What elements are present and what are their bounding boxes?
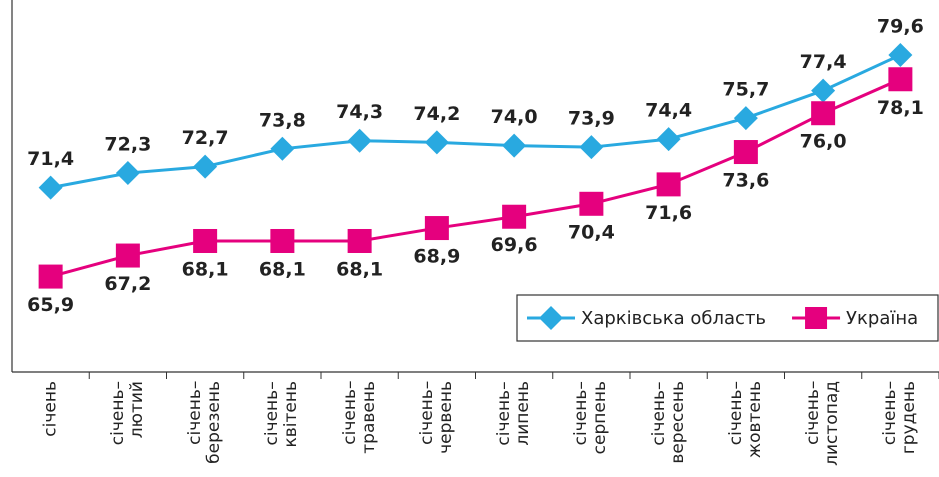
- data-label: 67,2: [104, 273, 151, 295]
- legend-marker: [539, 306, 563, 330]
- marker: [270, 228, 295, 253]
- data-label: 68,9: [413, 246, 460, 268]
- data-label: 73,8: [259, 109, 306, 131]
- x-tick-label: січень– квітень: [262, 381, 302, 448]
- data-label: 70,4: [568, 221, 615, 243]
- data-label: 68,1: [259, 258, 306, 280]
- marker: [502, 204, 527, 229]
- marker: [733, 106, 758, 131]
- x-tick-label: січень– листопад: [803, 381, 843, 466]
- data-label: 71,4: [27, 148, 74, 170]
- marker: [424, 216, 449, 241]
- marker: [656, 127, 681, 152]
- x-tick-label: січень– липень: [494, 381, 534, 446]
- x-tick-label: січень– серпень: [571, 381, 611, 455]
- marker: [193, 154, 218, 179]
- marker: [888, 67, 913, 92]
- marker: [656, 172, 681, 197]
- data-label: 73,9: [568, 108, 615, 130]
- marker: [193, 228, 218, 253]
- marker: [811, 101, 836, 126]
- marker: [270, 136, 295, 161]
- x-tick-label: січень– березень: [185, 381, 225, 464]
- data-label: 73,6: [722, 170, 769, 192]
- legend-marker: [805, 307, 828, 329]
- line: [50, 77, 901, 279]
- legend-box: [516, 294, 939, 342]
- data-label: 69,6: [491, 234, 538, 256]
- data-label: 79,6: [877, 15, 924, 37]
- marker: [579, 135, 604, 160]
- legend-label: Україна: [846, 308, 918, 329]
- data-label: 74,2: [413, 103, 460, 125]
- x-tick-label: січень: [40, 381, 61, 437]
- marker: [347, 128, 372, 153]
- data-label: 78,1: [877, 97, 924, 119]
- data-label: 74,0: [491, 106, 538, 128]
- x-tick-label: січень– грудень: [880, 381, 920, 455]
- marker: [38, 175, 63, 200]
- marker: [115, 161, 140, 186]
- data-label: 72,7: [182, 127, 229, 149]
- marker: [502, 133, 527, 158]
- x-tick-label: січень– вересень: [648, 381, 688, 464]
- marker: [733, 140, 758, 165]
- legend-label: Харківська область: [581, 308, 766, 329]
- data-label: 68,1: [336, 258, 383, 280]
- marker: [115, 243, 140, 268]
- data-label: 72,3: [104, 134, 151, 156]
- x-tick-label: січень– червень: [416, 381, 456, 454]
- marker: [347, 228, 372, 253]
- x-tick-label: січень– лютий: [107, 381, 147, 446]
- marker: [38, 264, 63, 289]
- line: [50, 53, 902, 190]
- marker: [424, 130, 449, 155]
- data-label: 74,4: [645, 100, 692, 122]
- marker: [579, 191, 604, 216]
- data-label: 65,9: [27, 294, 74, 316]
- x-tick-label: січень– травень: [339, 381, 379, 454]
- data-label: 74,3: [336, 101, 383, 123]
- data-label: 75,7: [722, 79, 769, 101]
- marker: [888, 42, 913, 67]
- data-label: 71,6: [645, 202, 692, 224]
- data-label: 77,4: [800, 51, 847, 73]
- data-label: 76,0: [800, 131, 847, 153]
- x-tick-label: січень– жовтень: [725, 381, 765, 459]
- data-label: 68,1: [182, 258, 229, 280]
- marker: [811, 78, 836, 103]
